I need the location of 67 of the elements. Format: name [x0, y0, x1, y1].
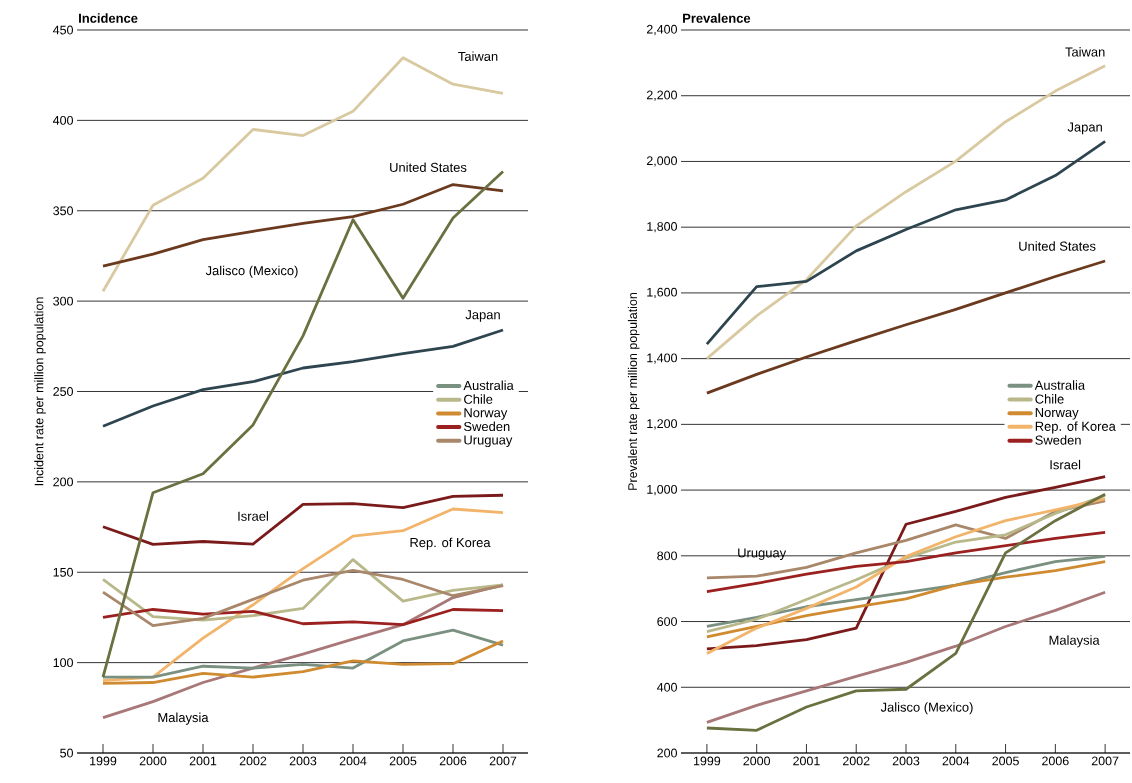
legend-label: Chile [1035, 394, 1064, 404]
series-label: Rep. of Korea [410, 537, 491, 550]
series-label: Malaysia [1049, 635, 1100, 648]
legend-label: Australia [1034, 380, 1086, 390]
text: Jalisco (Mexico) [205, 265, 298, 278]
y-tick-label: 100 [53, 658, 73, 668]
x-tick-label: 2001 [793, 756, 820, 766]
legend-label: Australia [463, 380, 514, 390]
y-tick-label: 250 [53, 387, 73, 396]
x-tick-label: 2004 [942, 756, 970, 766]
y-tick-label: 400 [656, 682, 677, 692]
legend-label: Uruguay [464, 435, 513, 448]
y-tick-label: 200 [53, 477, 73, 487]
x-tick-label: 2000 [743, 756, 771, 766]
y-tick-label: 2,200 [646, 90, 677, 101]
x-tick-label: 2004 [339, 756, 367, 766]
y-tick-label: 300 [53, 296, 73, 306]
y-tick-label: 50 [60, 748, 73, 758]
series-label: United States [1019, 241, 1096, 251]
x-tick-label: 2007 [1091, 756, 1119, 766]
y-axis-title: Prevalent rate per million population [627, 293, 640, 490]
y-axis-title: Incident rate per million population [34, 297, 46, 486]
x-tick-label: 2003 [289, 756, 317, 766]
y-tick-label: 1,800 [647, 222, 677, 233]
x-tick-label: 2006 [439, 756, 467, 766]
series-label: Taiwan [458, 51, 498, 61]
y-tick-label: 450 [52, 25, 73, 35]
y-tick-label: 350 [53, 206, 73, 216]
legend-label: Norway [1035, 407, 1079, 420]
y-tick-label: 1,600 [647, 287, 677, 299]
series-label: Japan [465, 310, 500, 322]
legend-label: Norway [464, 408, 508, 420]
y-tick-label: 2,400 [646, 24, 677, 36]
x-tick-label: 2007 [489, 756, 517, 766]
chart-title: Prevalence [683, 13, 751, 23]
chart-title: Incidence [79, 13, 138, 23]
legend-label: Chile [464, 394, 493, 404]
y-tick-label: 150 [53, 567, 73, 577]
x-tick-label: 2000 [139, 756, 167, 766]
y-tick-label: 1,000 [647, 484, 677, 496]
series-label: Malaysia [158, 712, 209, 725]
series-label: Jalisco (Mexico) [880, 702, 973, 715]
y-tick-label: 400 [52, 115, 73, 125]
x-tick-label: 2005 [389, 756, 417, 766]
y-tick-label: 2,000 [646, 156, 677, 167]
x-tick-label: 1999 [90, 756, 117, 766]
legend-label: Rep. of Korea [1035, 421, 1116, 434]
x-tick-label: 2006 [1042, 756, 1069, 766]
series-label: Taiwan [1065, 47, 1105, 57]
y-tick-label: 600 [657, 617, 677, 626]
x-tick-label: 2001 [189, 756, 217, 766]
x-tick-label: 2002 [239, 756, 267, 766]
y-tick-label: 1,400 [647, 353, 677, 364]
x-tick-label: 2005 [992, 756, 1019, 766]
series-label: United States [390, 162, 467, 172]
series-label: Israel [238, 511, 268, 521]
series-label: Israel [1050, 459, 1081, 470]
x-tick-label: 1999 [693, 756, 721, 766]
y-tick-label: 1,200 [647, 419, 677, 430]
x-tick-label: 2003 [892, 756, 920, 766]
series-label: Uruguay [738, 548, 787, 560]
legend-label: Sweden [1035, 435, 1081, 445]
y-tick-label: 200 [657, 748, 677, 758]
legend-label: Sweden [464, 421, 510, 432]
series-label: Japan [1067, 122, 1102, 135]
x-tick-label: 2002 [843, 756, 870, 766]
y-tick-label: 800 [657, 551, 677, 561]
